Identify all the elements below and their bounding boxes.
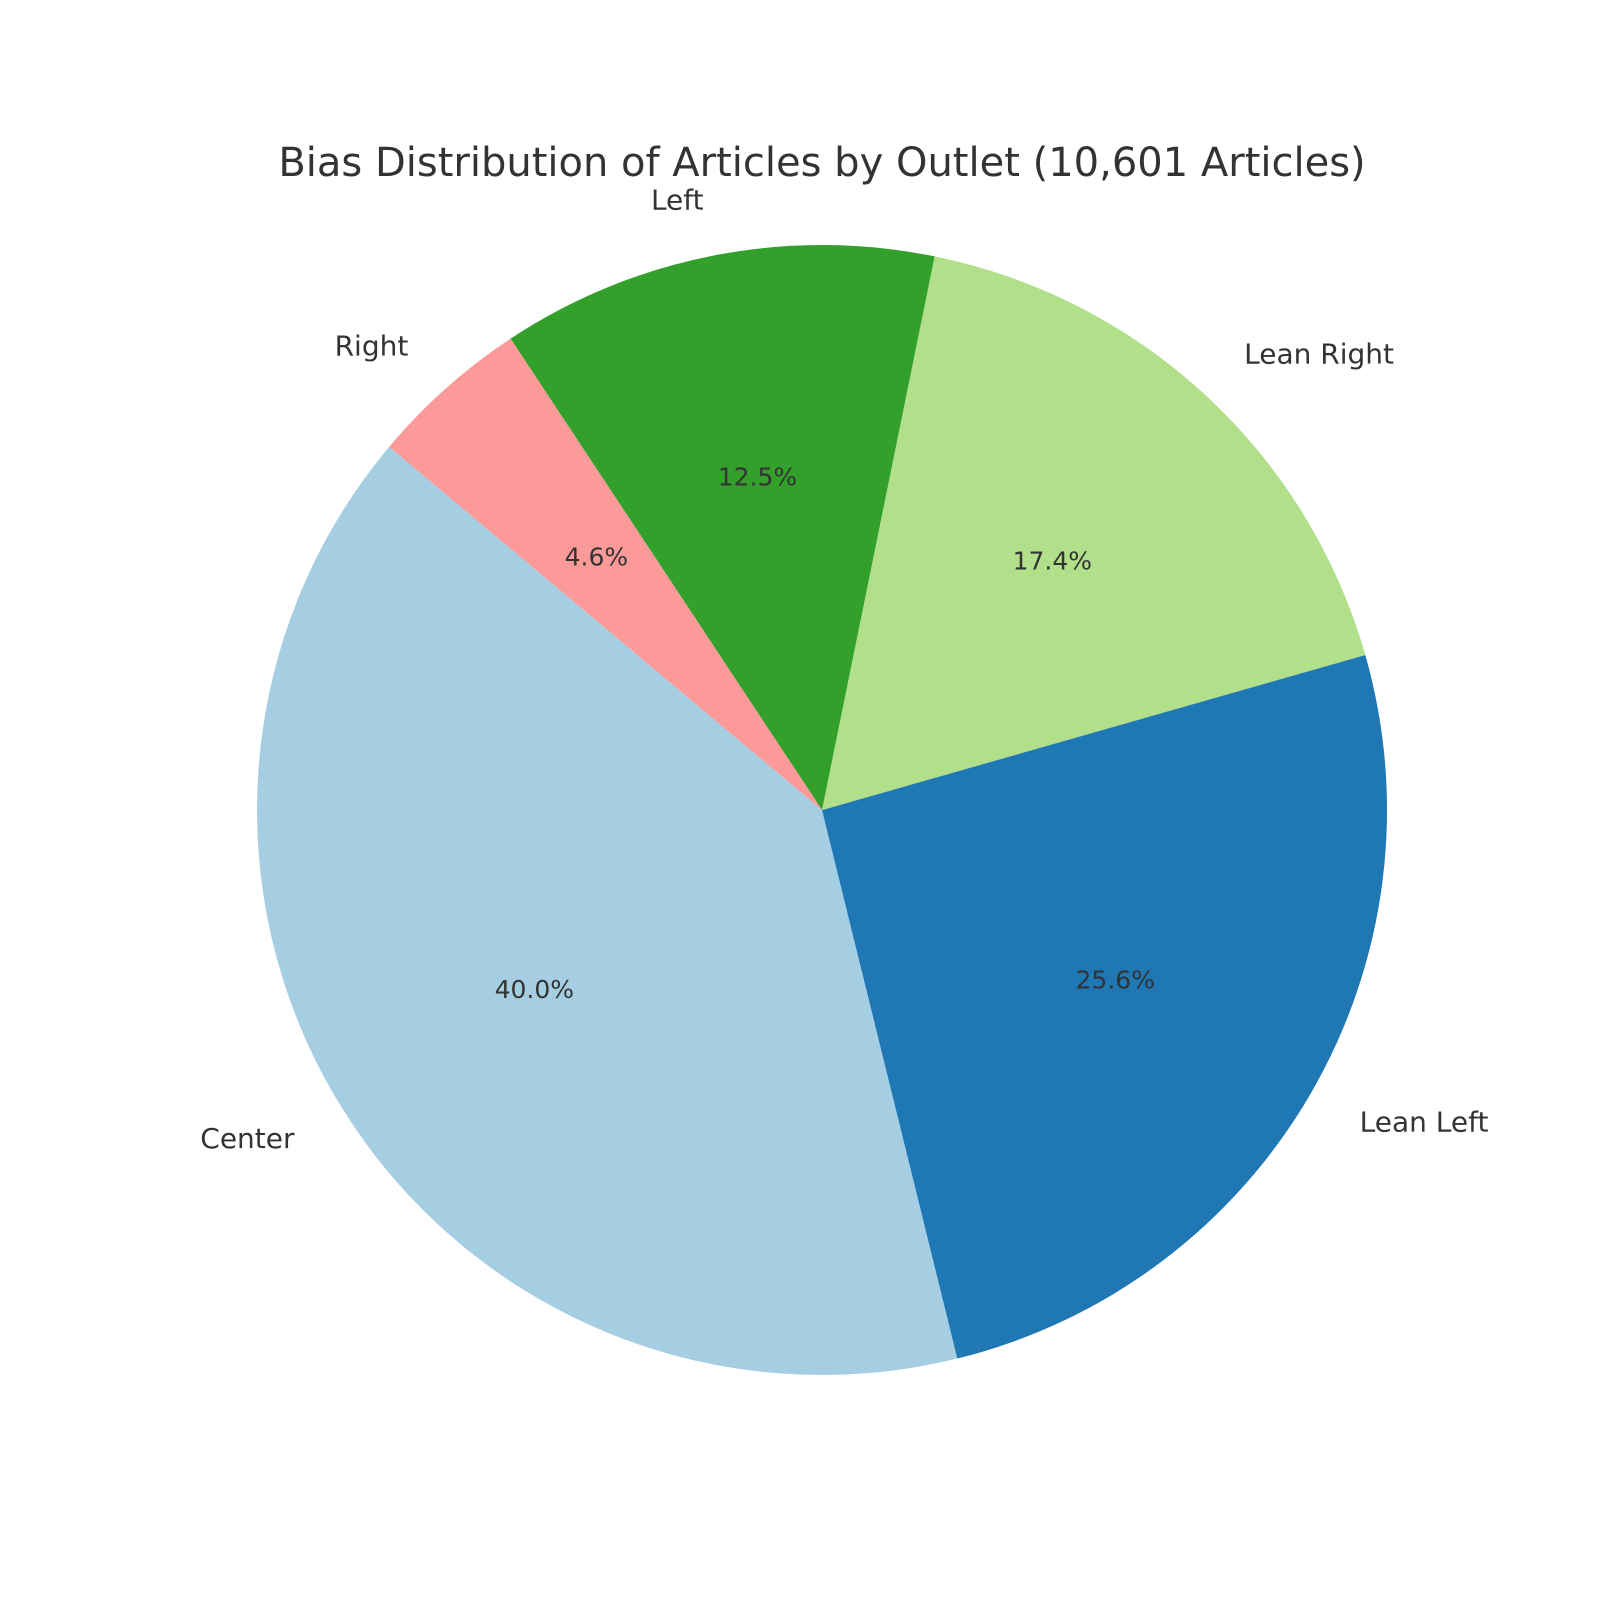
slice-label-center: Center <box>200 1122 295 1155</box>
pie-slice-lean-left <box>822 654 1387 1359</box>
slice-label-lean-left: Lean Left <box>1360 1105 1489 1138</box>
slice-label-lean-right: Lean Right <box>1244 337 1394 370</box>
slice-label-left: Left <box>651 183 704 216</box>
percent-label-left: 12.5% <box>718 463 797 492</box>
percent-label-lean-right: 17.4% <box>1013 547 1092 576</box>
pie-slice-lean-right <box>822 256 1366 810</box>
chart-title: Bias Distribution of Articles by Outlet … <box>278 140 1365 186</box>
percent-label-center: 40.0% <box>495 975 574 1004</box>
pie-slice-left <box>510 245 935 811</box>
pie-slice-center <box>257 446 958 1376</box>
pie-labels: Center 40.0% Lean Left 25.6% Lean Right 17.4%… <box>200 183 1488 1155</box>
percent-label-lean-left: 25.6% <box>1076 966 1155 995</box>
pie-slice-right <box>389 338 822 810</box>
pie-slices <box>257 245 1387 1376</box>
slice-label-right: Right <box>335 330 409 363</box>
percent-label-right: 4.6% <box>565 543 629 572</box>
